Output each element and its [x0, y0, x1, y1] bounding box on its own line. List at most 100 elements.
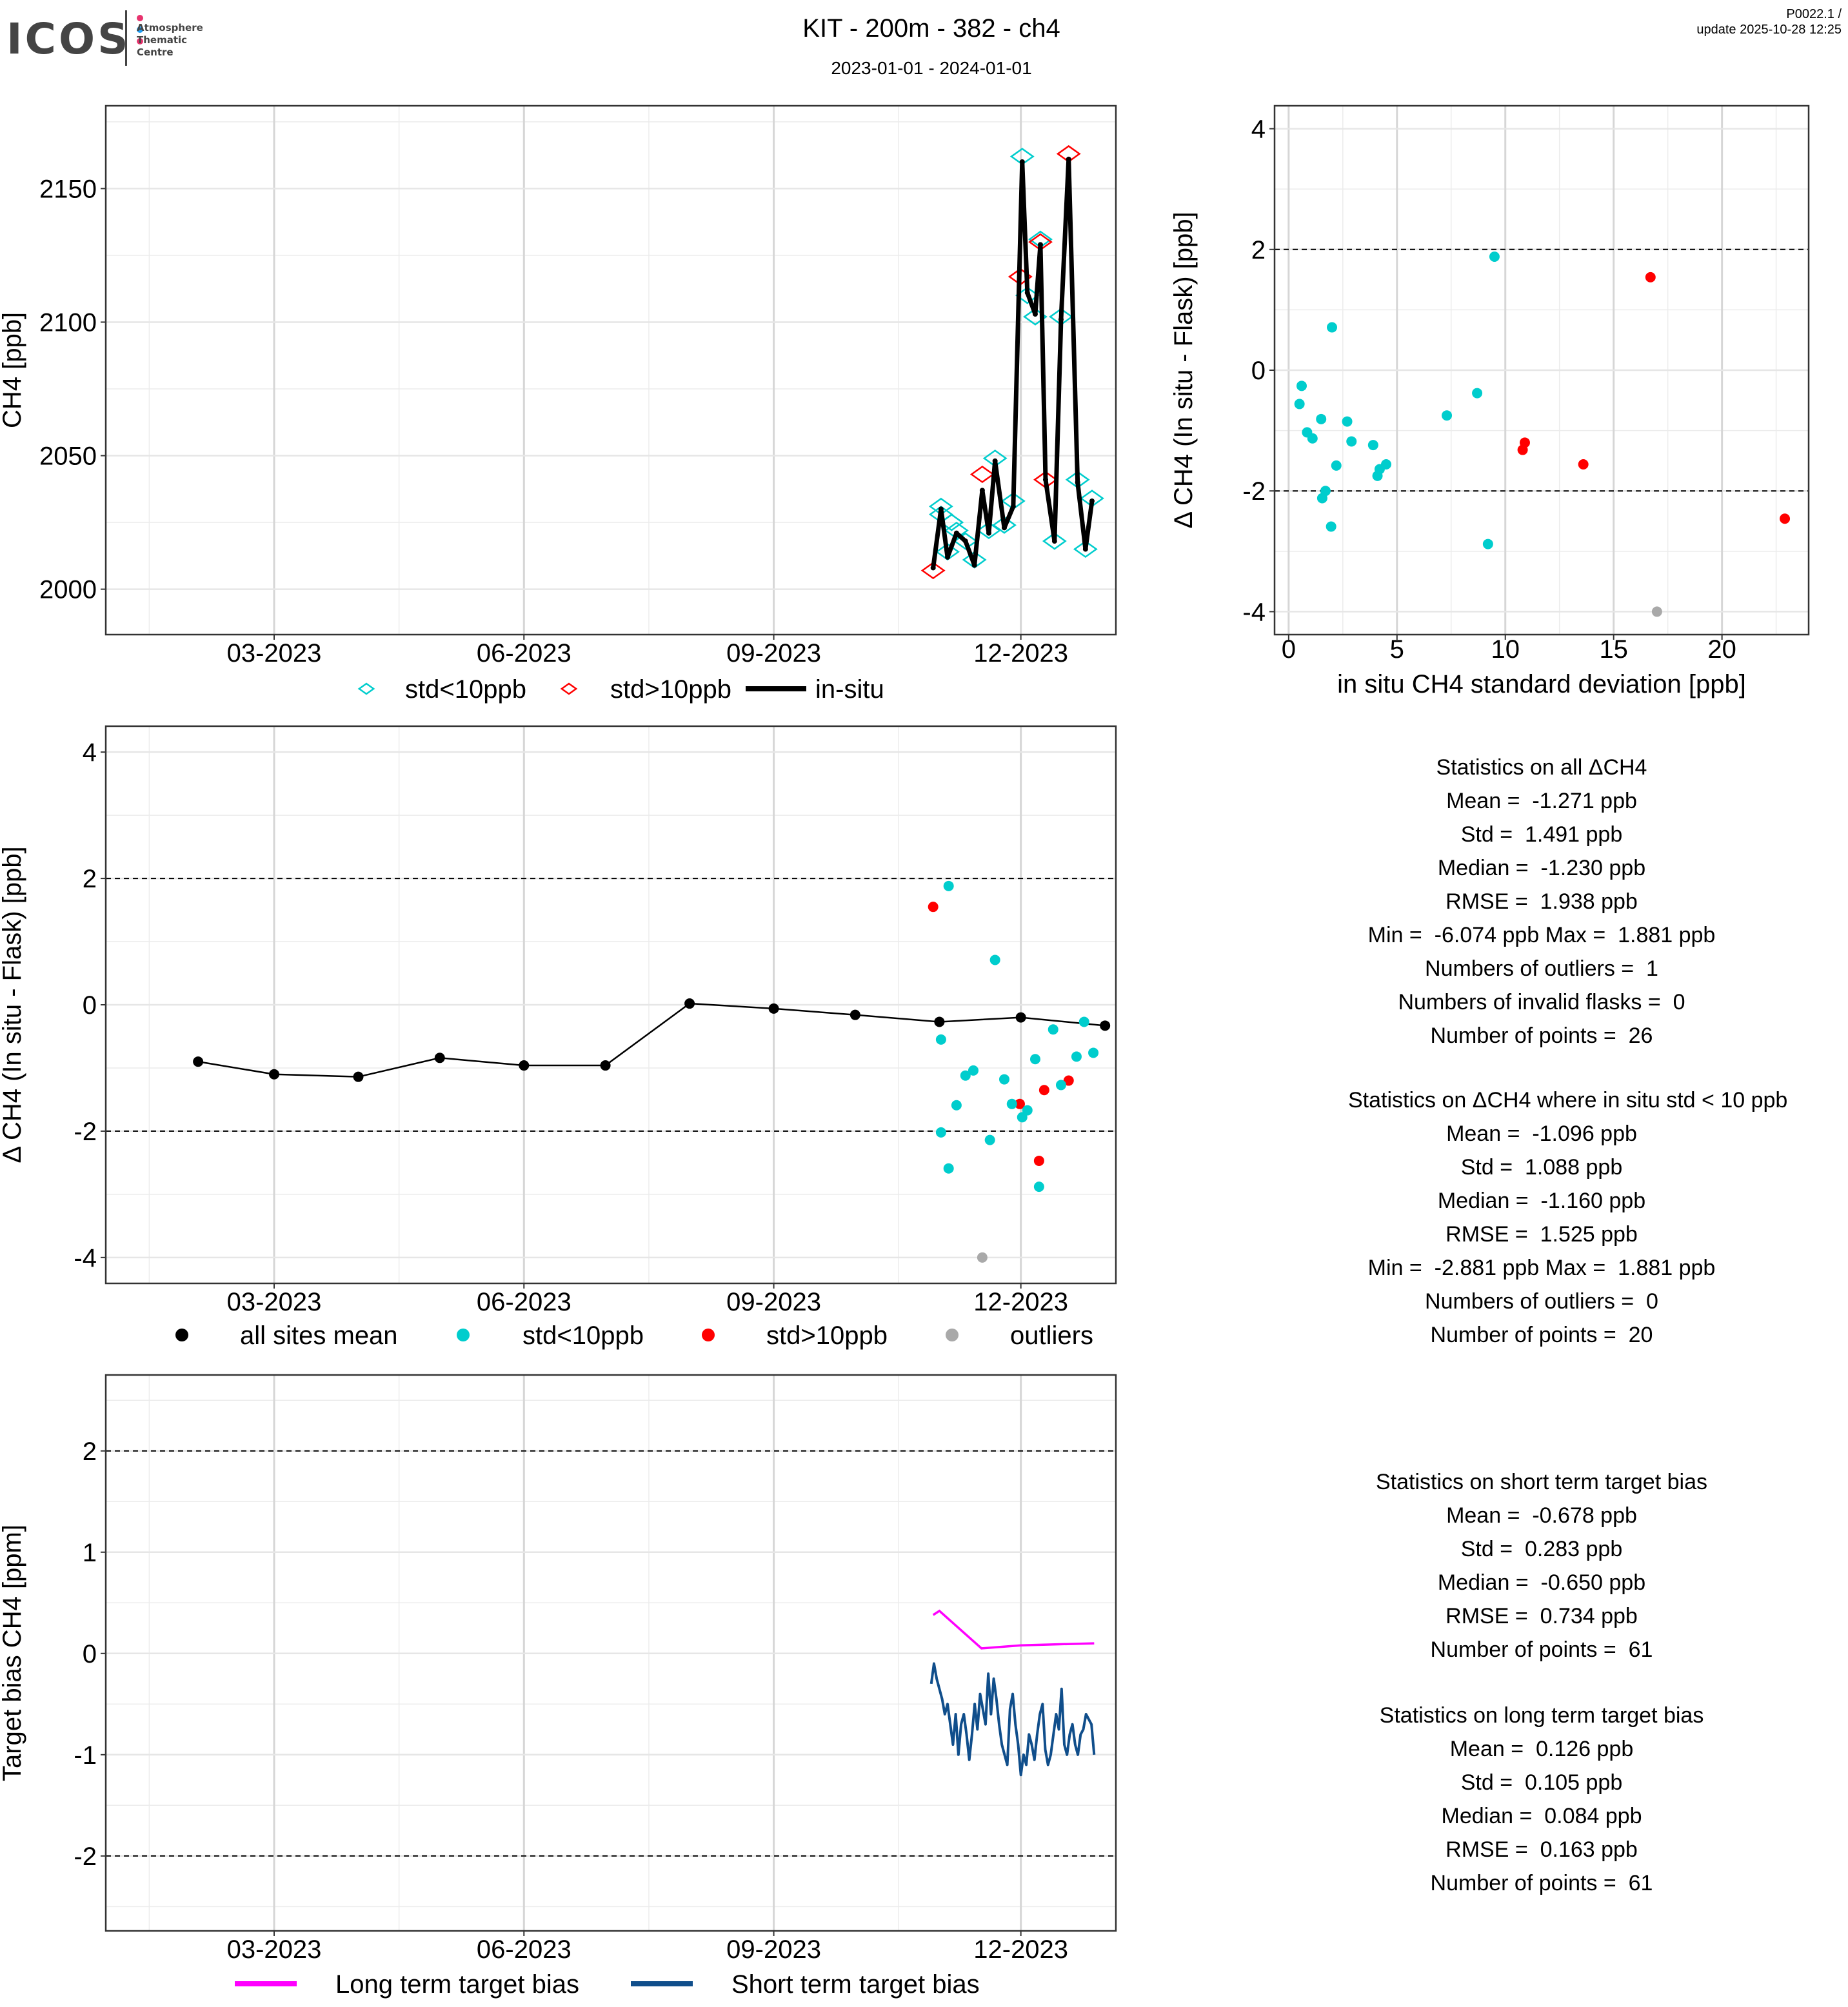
insitu-point	[971, 562, 977, 568]
x-tick-label: 0	[1282, 635, 1296, 664]
all-sites-mean-line	[197, 1002, 1106, 1078]
x-tick-label: 5	[1390, 635, 1404, 664]
x-tick-label: 20	[1707, 635, 1736, 664]
y-tick-label: 4	[83, 738, 97, 767]
stats-line: Numbers of outliers = 1	[1425, 956, 1658, 981]
logo-dot	[137, 26, 143, 33]
data-point	[1307, 433, 1318, 444]
x-tick-label: 06-2023	[477, 1935, 571, 1964]
chart-target-bias: 03-2023 06-2023 09-2023 12-2023 -2 -1 0 1 2 Targe…	[0, 1374, 1117, 1964]
y-tick-label: -2	[74, 1843, 97, 1871]
stats-line: Mean = 0.126 ppb	[1449, 1737, 1634, 1761]
data-point	[935, 1034, 946, 1045]
x-tick-label: 12-2023	[973, 639, 1068, 667]
y-tick-label: 2000	[39, 576, 97, 604]
stats-line: Std = 0.283 ppb	[1460, 1537, 1623, 1561]
stats-line: Mean = -0.678 ppb	[1446, 1503, 1637, 1528]
stats-line: Numbers of outliers = 0	[1425, 1289, 1658, 1314]
all-sites-mean-point	[600, 1060, 611, 1071]
stats-title: Statistics on all ΔCH4	[1436, 755, 1647, 780]
plot-border	[104, 725, 1117, 1285]
legend-label: in-situ	[815, 675, 884, 704]
logo-dot	[137, 38, 143, 44]
stats-line: Mean = -1.271 ppb	[1446, 789, 1637, 813]
insitu-point	[1082, 546, 1088, 552]
y-tick-label: 0	[1251, 357, 1266, 385]
stats-line: Median = -1.230 ppb	[1437, 856, 1646, 880]
data-point	[999, 1074, 1009, 1085]
data-point	[1326, 521, 1336, 532]
all-sites-mean-point	[353, 1071, 364, 1082]
insitu-point	[1019, 159, 1025, 164]
version-label: P0022.1 /	[1786, 7, 1842, 21]
data-point	[1038, 1085, 1049, 1096]
stats-line: Number of points = 20	[1430, 1323, 1653, 1347]
y-axis-title: Δ CH4 (In situ - Flask) [ppb]	[1169, 212, 1198, 528]
y-tick-label: -4	[1242, 598, 1266, 626]
long-term-bias-line	[932, 1609, 1095, 1650]
data-point	[1048, 1024, 1058, 1035]
chart-delta-timeseries: 03-2023 06-2023 09-2023 12-2023 -4 -2 0 2 4 Δ CH4…	[0, 725, 1117, 1316]
insitu-point	[938, 506, 944, 512]
stats-line: Numbers of invalid flasks = 0	[1398, 990, 1685, 1014]
short-term-bias-line	[929, 1662, 1096, 1777]
stats-line: Number of points = 61	[1430, 1637, 1653, 1662]
stats-line: Median = -1.160 ppb	[1437, 1189, 1646, 1213]
insitu-point	[1042, 477, 1048, 482]
stats-line: Min = -6.074 ppb Max = 1.881 ppb	[1367, 923, 1716, 947]
insitu-point	[992, 458, 998, 464]
y-tick-label: 2150	[39, 175, 97, 203]
data-point	[935, 1127, 946, 1138]
insitu-point	[986, 530, 991, 536]
data-point	[1063, 1075, 1074, 1086]
data-point	[951, 1100, 962, 1111]
update-label: update 2025-10-28 12:25	[1696, 23, 1842, 37]
x-tick-label: 06-2023	[477, 1288, 571, 1316]
all-sites-mean-point	[934, 1016, 945, 1027]
plot-border	[1273, 104, 1810, 636]
data-point	[1367, 440, 1378, 451]
plot-border	[104, 1374, 1117, 1932]
flask-diamond-marker	[969, 465, 995, 484]
data-point	[1055, 1080, 1066, 1091]
stats-line: Std = 1.088 ppb	[1460, 1155, 1623, 1180]
x-axis-title: in situ CH4 standard deviation [ppb]	[1337, 670, 1746, 698]
data-point	[977, 1252, 988, 1263]
stats-title: Statistics on short term target bias	[1376, 1470, 1707, 1494]
stats-line: Std = 0.105 ppb	[1460, 1770, 1623, 1795]
flask-diamond-marker	[1073, 540, 1098, 559]
flask-diamond-marker	[357, 682, 375, 695]
data-point	[1327, 322, 1338, 333]
stats-line: RMSE = 0.734 ppb	[1446, 1604, 1638, 1628]
legend-label: Short term target bias	[731, 1970, 980, 1999]
insitu-point	[962, 539, 968, 544]
stats-line: RMSE = 0.163 ppb	[1446, 1837, 1638, 1862]
data-point	[1022, 1105, 1033, 1116]
chart-delta-vs-std: 0 5 10 15 20 -4 -2 0 2 4 Δ CH4 (In situ - Flask) […	[1169, 104, 1810, 698]
insitu-point	[1089, 498, 1095, 504]
all-sites-mean-point	[519, 1060, 530, 1071]
legend-marker	[457, 1329, 470, 1341]
y-tick-label: 0	[83, 1640, 97, 1668]
flask-diamond-marker	[992, 516, 1017, 534]
legend-ch4: std<10ppb std>10ppb in-situ	[357, 675, 884, 704]
y-axis-title: Δ CH4 (In situ - Flask) [ppb]	[0, 846, 26, 1163]
logo-line: Thematic	[137, 34, 188, 46]
insitu-point	[979, 488, 985, 493]
chart-ch4-timeseries: 03-2023 06-2023 09-2023 12-2023 2000 2050 2100…	[0, 104, 1117, 667]
data-point	[989, 954, 1000, 965]
data-point	[1482, 539, 1493, 549]
y-tick-label: -2	[74, 1118, 97, 1146]
stats-line: Median = 0.084 ppb	[1441, 1804, 1642, 1828]
data-point	[1029, 1054, 1040, 1065]
legend-delta: all sites mean std<10ppb std>10ppb outliers	[175, 1321, 1093, 1350]
x-tick-label: 10	[1491, 635, 1520, 664]
x-tick-label: 03-2023	[227, 1935, 322, 1964]
logo-wordmark: ICOS	[6, 14, 131, 64]
legend-marker	[702, 1329, 715, 1341]
all-sites-mean-point	[768, 1003, 779, 1014]
data-point	[1472, 388, 1483, 399]
all-sites-mean-point	[434, 1053, 445, 1063]
data-point	[1006, 1098, 1017, 1109]
stats-line: Mean = -1.096 ppb	[1446, 1122, 1637, 1146]
